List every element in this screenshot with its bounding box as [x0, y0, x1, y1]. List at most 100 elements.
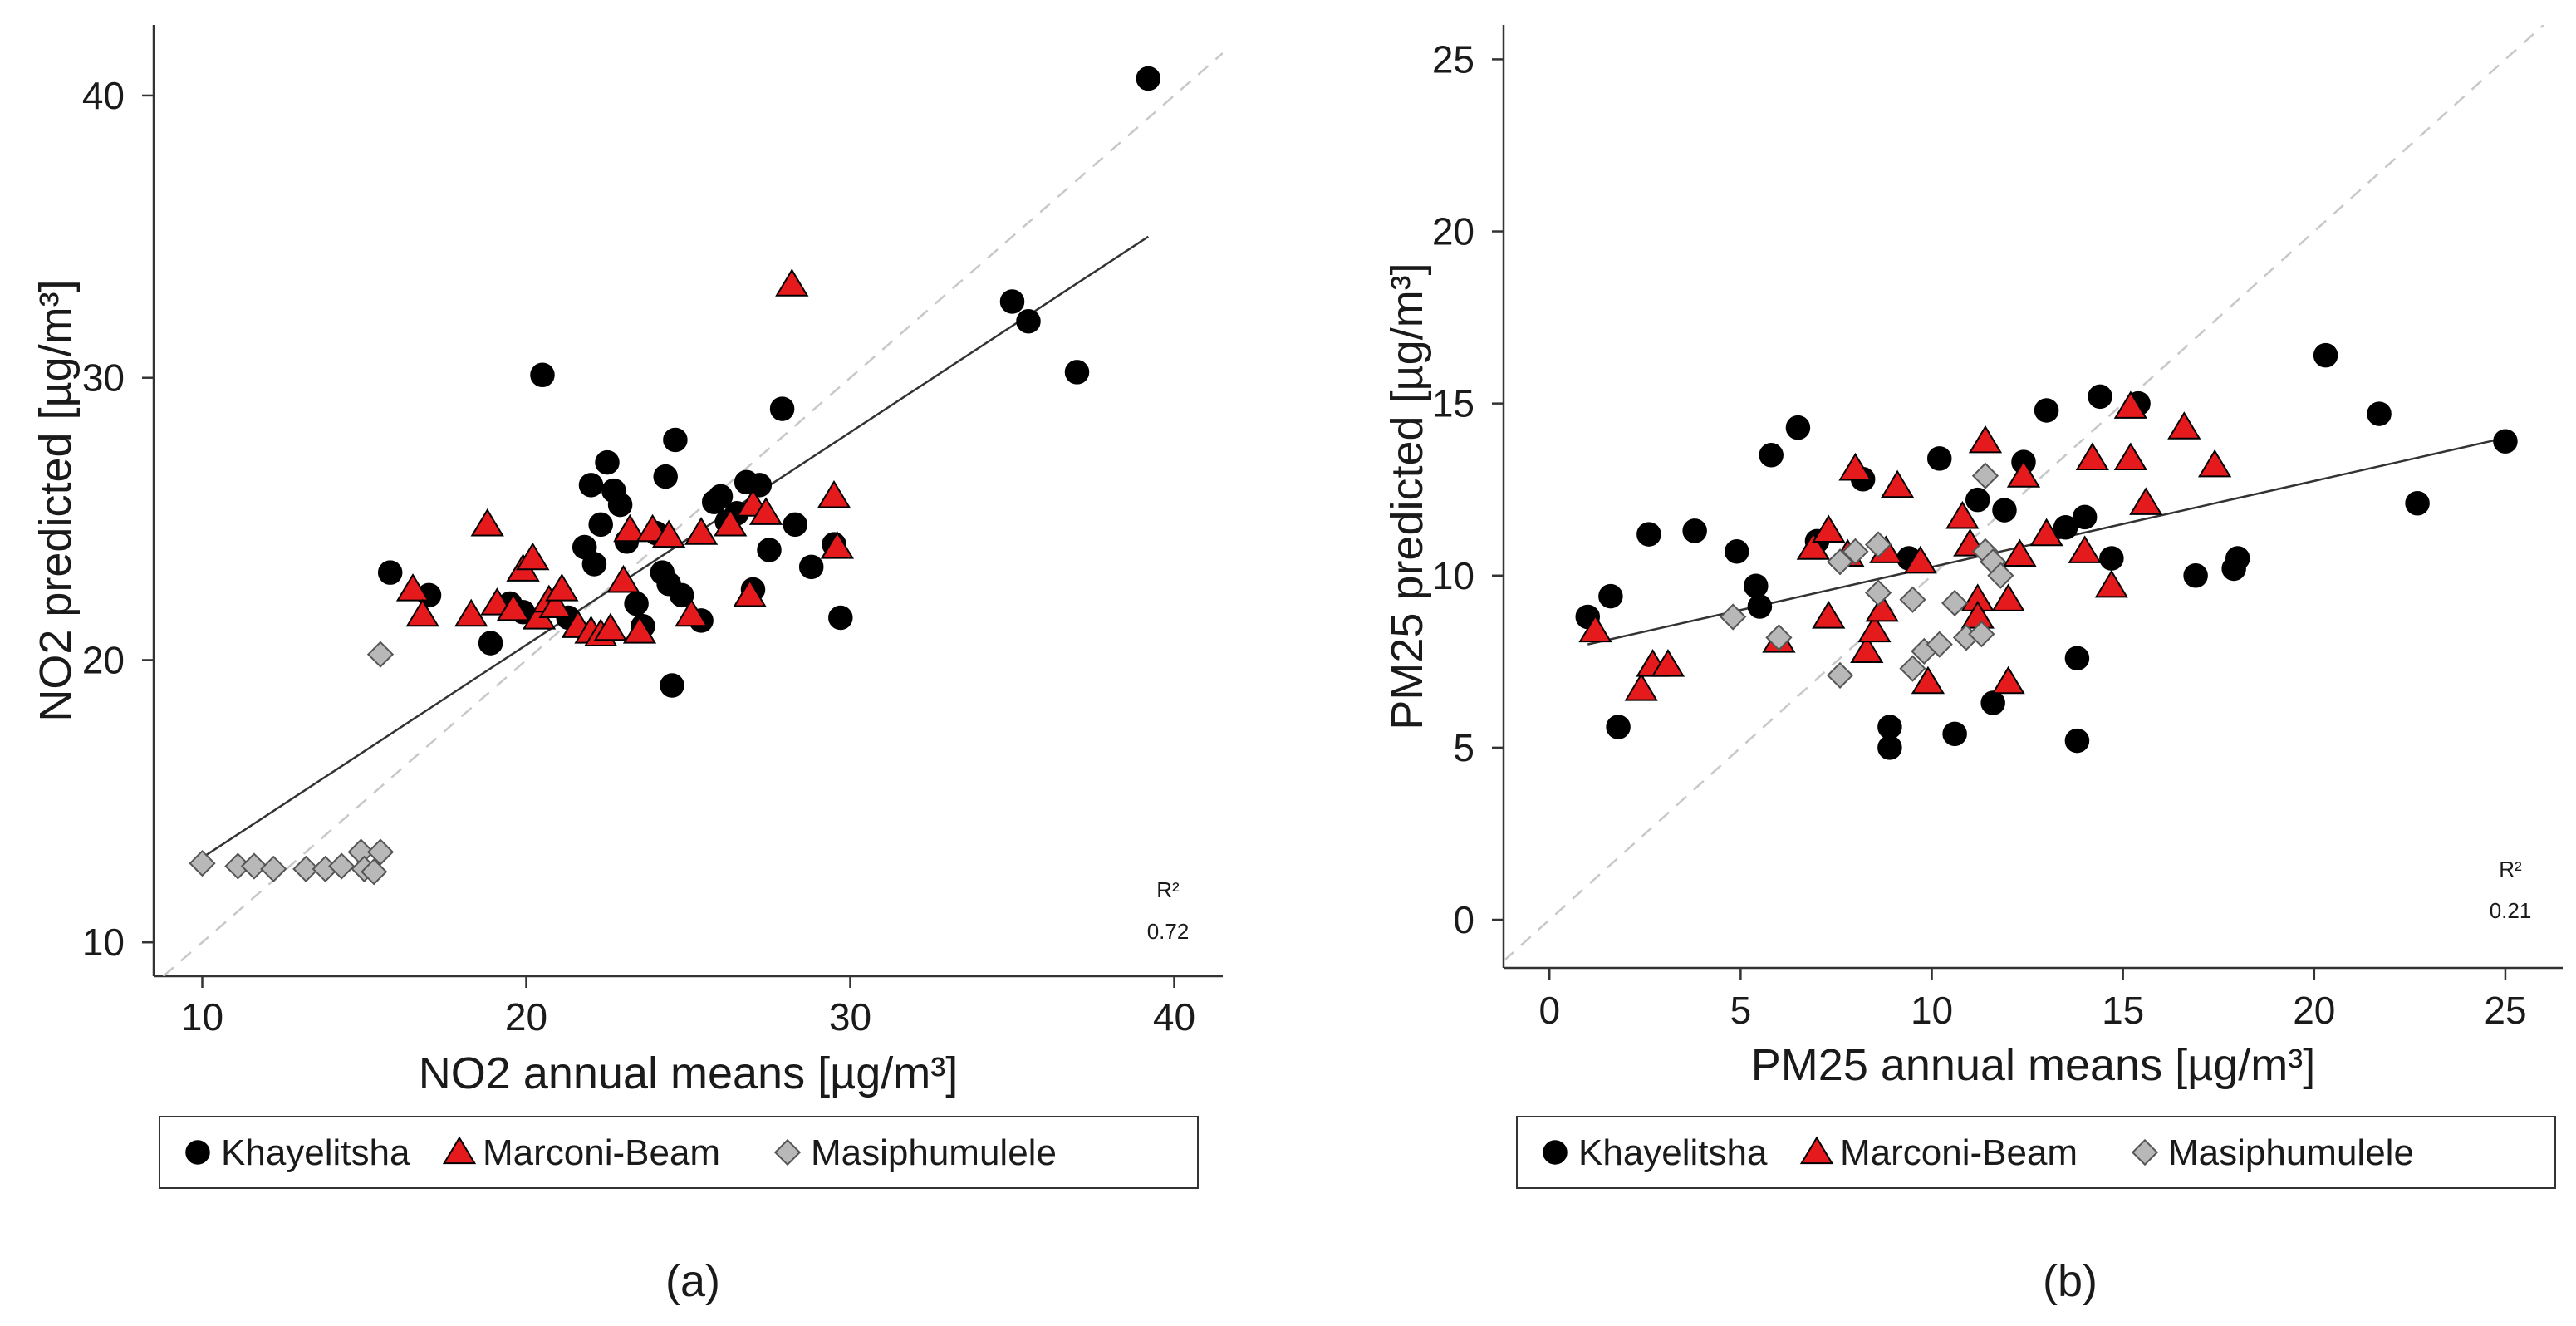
- triangle-marker-point: [2029, 518, 2063, 547]
- plot-area: [1504, 25, 2544, 962]
- y-axis-title: NO2 predicted [µg/m³]: [31, 279, 81, 721]
- triangle-marker-point: [2167, 411, 2201, 440]
- circle-marker-point: [1744, 573, 1769, 598]
- triangle-marker-point: [820, 531, 855, 559]
- circle-marker-point: [769, 396, 795, 421]
- circle-marker-point: [2367, 401, 2392, 426]
- circle-marker-point: [1877, 715, 1902, 739]
- circle-marker-point: [783, 512, 807, 538]
- circle-marker-point: [1606, 715, 1631, 739]
- series-masiphumulele: [189, 641, 395, 886]
- triangle-marker-point: [684, 517, 719, 545]
- circle-marker-point: [828, 605, 853, 631]
- circle-marker-point: [1942, 721, 1967, 747]
- circle-marker-point: [2034, 398, 2059, 423]
- triangle-marker-point: [405, 598, 439, 627]
- circle-marker-point: [581, 552, 607, 577]
- triangle-marker-point: [1911, 665, 1945, 695]
- triangle-marker-point: [2129, 487, 2163, 515]
- legend: Khayelitsha Marconi-Beam Masiphumulele: [1516, 1116, 2556, 1189]
- circle-marker-point: [757, 538, 782, 562]
- circle-marker-point: [1136, 66, 1161, 91]
- r2-value: 0.21: [2490, 898, 2532, 923]
- diamond-marker-point: [1864, 579, 1892, 607]
- circle-marker-point: [2493, 429, 2518, 454]
- legend-label-khayelitsha: Khayelitsha: [1578, 1132, 1768, 1173]
- x-tick-label: 40: [1153, 995, 1195, 1039]
- circle-marker-point: [653, 464, 678, 489]
- diamond-marker-point: [1968, 621, 1995, 648]
- triangle-marker-point: [1651, 649, 1685, 677]
- diamond-marker-point: [1971, 462, 1999, 489]
- triangle-marker-point: [545, 573, 579, 602]
- diamond-marker-point: [366, 838, 395, 866]
- circle-marker-point: [2064, 728, 2090, 754]
- triangle-marker-point: [1857, 614, 1892, 643]
- triangle-marker-point: [2094, 569, 2129, 598]
- legend-box: [1516, 1116, 2556, 1189]
- circle-marker-point: [1992, 498, 2017, 523]
- triangle-marker-point: [775, 268, 809, 297]
- r2-value: 0.72: [1147, 919, 1190, 944]
- y-tick-label: 5: [1453, 726, 1474, 769]
- circle-marker-point: [1785, 415, 1811, 440]
- diamond-marker-point: [1826, 661, 1854, 690]
- circle-marker-point: [663, 427, 688, 453]
- x-axis-title: PM25 annual means [µg/m³]: [1751, 1040, 2315, 1090]
- scatter-panel-b: 0 5 10 15 20 25 0 5 10 15 20 25 PM25 annual means [µ…: [1382, 25, 2563, 1306]
- circle-marker-point: [607, 492, 633, 518]
- triangle-marker-point: [714, 508, 748, 537]
- triangle-marker-point: [470, 508, 504, 537]
- triangle-marker-point: [817, 479, 851, 508]
- series-marconi-beam: [395, 268, 855, 647]
- circle-marker-point: [2225, 546, 2250, 571]
- circle-marker-point: [999, 289, 1025, 314]
- triangle-marker-point: [2113, 442, 2148, 471]
- circle-marker-point: [660, 673, 684, 698]
- y-tick-label: 10: [1432, 554, 1474, 597]
- legend-label-marconi-beam: Marconi-Beam: [483, 1132, 720, 1173]
- triangle-marker-point: [606, 564, 640, 593]
- legend-label-khayelitsha: Khayelitsha: [221, 1132, 410, 1173]
- legend-label-marconi-beam: Marconi-Beam: [1840, 1132, 2078, 1173]
- panel-caption: (b): [2043, 1256, 2098, 1306]
- diamond-marker-point: [361, 858, 388, 886]
- identity-line: [1504, 25, 2544, 962]
- x-tick-label: 30: [829, 995, 871, 1039]
- x-tick-label: 10: [1911, 989, 1953, 1032]
- triangle-marker-point: [1850, 635, 1884, 664]
- circle-marker-point: [2313, 342, 2338, 368]
- triangle-marker-point: [1903, 545, 1937, 574]
- triangle-marker-point: [613, 513, 647, 543]
- legend-label-masiphumulele: Masiphumulele: [811, 1132, 1057, 1173]
- diamond-marker-point: [189, 849, 216, 877]
- y-tick-label: 25: [1432, 37, 1474, 81]
- x-tick-label: 25: [2484, 989, 2526, 1032]
- legend-label-masiphumulele: Masiphumulele: [2168, 1132, 2414, 1173]
- series-masiphumulele: [1720, 462, 2014, 690]
- circle-marker-point: [669, 582, 694, 608]
- r2-label: R²: [1156, 877, 1180, 902]
- identity-line: [162, 52, 1223, 976]
- circle-marker-point: [595, 449, 620, 475]
- triangle-marker-point: [1945, 500, 1980, 529]
- triangle-marker-point: [748, 497, 783, 525]
- diamond-marker-point: [1926, 631, 1953, 658]
- x-axis-title: NO2 annual means [µg/m³]: [419, 1049, 958, 1098]
- circle-marker-point: [530, 362, 555, 388]
- circle-marker-point: [708, 484, 734, 509]
- circle-marker-point: [1759, 443, 1784, 468]
- triangle-marker-point: [675, 598, 709, 627]
- legend-box: [159, 1116, 1199, 1189]
- triangle-marker-point: [538, 590, 572, 619]
- diamond-marker-point: [1899, 586, 1926, 613]
- circle-marker-point: [2099, 546, 2124, 571]
- circle-marker-point: [798, 554, 824, 580]
- diamond-marker-point: [1941, 589, 1969, 617]
- scatter-panel-a: 10 20 30 40 10 20 30 40 NO2 annual means [µg/m³]…: [31, 25, 1223, 1306]
- circle-marker-point: [1636, 522, 1661, 547]
- circle-marker-point: [1980, 690, 2005, 715]
- circle-marker-point: [2072, 504, 2098, 530]
- circle-marker-point: [1682, 518, 1707, 543]
